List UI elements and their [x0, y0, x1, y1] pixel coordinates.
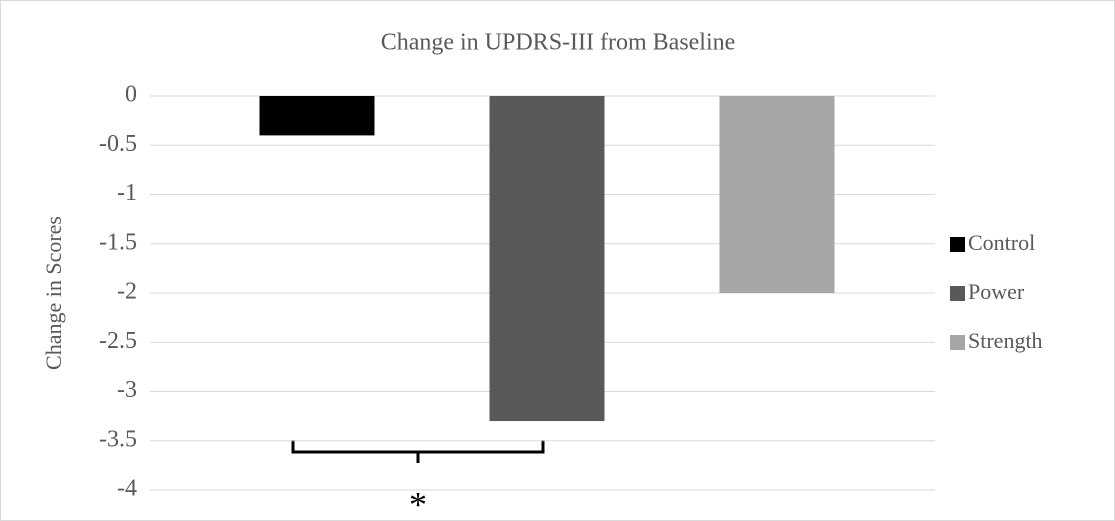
y-tick-label: -2.5: [99, 328, 137, 354]
annotation: *: [409, 484, 427, 521]
y-tick-label: 0: [125, 82, 137, 108]
legend-label: Control: [968, 230, 1035, 255]
y-tick-label: -0.5: [99, 131, 137, 157]
y-tick-label: -1.5: [99, 229, 137, 255]
bar: [719, 96, 835, 293]
bar: [489, 96, 605, 422]
legend-swatch: [950, 237, 965, 252]
y-tick-label: -1: [117, 180, 137, 206]
legend-swatch: [950, 335, 965, 350]
y-tick-label: -3.5: [99, 426, 137, 452]
y-tick-label: -3: [117, 377, 137, 403]
chart-title: Change in UPDRS-III from Baseline: [381, 30, 736, 56]
y-tick-label: -4: [117, 476, 137, 502]
legend-swatch: [950, 286, 965, 301]
legend-label: Strength: [968, 328, 1043, 353]
bar: [259, 96, 375, 136]
y-tick-label: -2: [117, 279, 137, 305]
legend-label: Power: [968, 279, 1025, 304]
y-axis-label: Change in Scores: [41, 216, 66, 370]
significance-bracket: [291, 440, 545, 463]
